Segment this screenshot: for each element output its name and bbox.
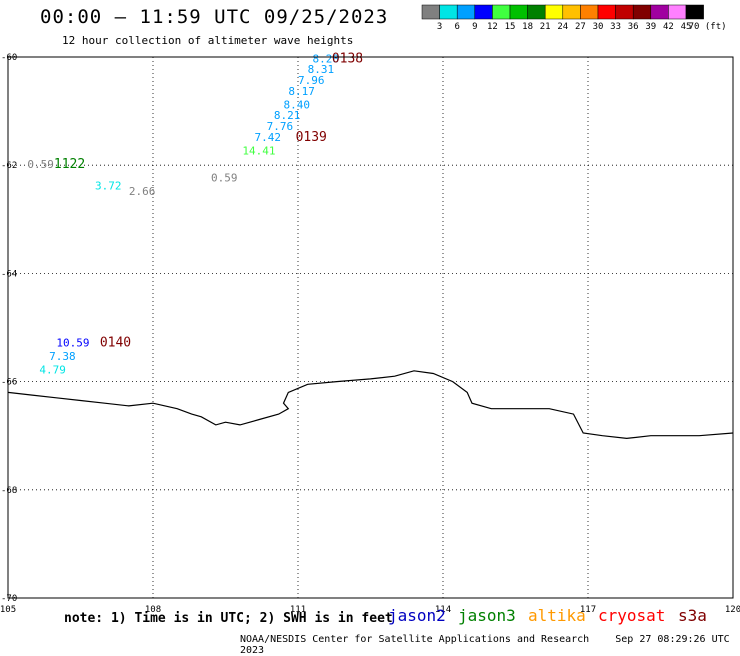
- legend-swatch: [439, 4, 458, 20]
- lon-tick-label: 114: [435, 605, 451, 615]
- legend-swatch: [456, 4, 476, 20]
- wave-height-value: 8.40: [284, 98, 311, 111]
- lon-tick-label: 120: [725, 605, 740, 615]
- legend-swatch: [597, 4, 616, 20]
- wave-height-value: 4.79: [39, 363, 66, 376]
- legend-swatch: [562, 4, 581, 20]
- legend-swatch: [685, 4, 704, 20]
- legend-label: 45: [681, 22, 692, 32]
- axis-tick-labels: 105 108 111 114 117 120 -60 -62 -64 -66 -68 -70: [0, 53, 740, 615]
- legend-swatch: [650, 4, 669, 20]
- legend-swatch: [580, 4, 599, 20]
- satellite-pass-times: 0138 0139 1122 0140: [54, 51, 363, 350]
- wave-height-value: 0.59: [27, 158, 54, 171]
- wave-height-value: 8.31: [308, 63, 335, 76]
- legend-label: 33: [610, 22, 621, 32]
- coastline: [7, 370, 734, 440]
- footer-note: note: 1) Time is in UTC; 2) SWH is in fe…: [64, 611, 393, 626]
- lat-tick-label: -60: [1, 53, 17, 63]
- wave-height-value: 0.59: [211, 171, 238, 184]
- legend-label: 15: [505, 22, 516, 32]
- wave-height-value: 7.96: [298, 74, 325, 87]
- pass-time-label: 0138: [332, 51, 363, 66]
- pass-time-label: 0139: [296, 130, 327, 145]
- footer-credit: NOAA/NESDIS Center for Satellite Applica…: [240, 634, 740, 656]
- legend-label: 70 (ft): [689, 22, 727, 32]
- legend-label: 42: [663, 22, 674, 32]
- legend-swatch: [544, 4, 564, 20]
- legend-swatch: [474, 4, 493, 20]
- legend-swatch: [632, 4, 652, 20]
- legend-label: 9: [472, 22, 477, 32]
- pass-time-label: 0140: [100, 335, 131, 350]
- lat-tick-label: -66: [1, 378, 17, 388]
- satellite-cryosat: cryosat: [598, 606, 666, 625]
- legend-swatch: [509, 4, 528, 20]
- wave-height-value: 2.66: [129, 185, 156, 198]
- lon-tick-label: 111: [290, 605, 306, 615]
- lat-tick-label: -62: [1, 161, 17, 171]
- credit-text: NOAA/NESDIS Center for Satellite Applica…: [240, 634, 590, 645]
- satellite-altika: altika: [528, 606, 586, 625]
- wave-height-value: 14.41: [242, 144, 275, 157]
- legend-label: 21: [540, 22, 551, 32]
- legend-label: 36: [628, 22, 639, 32]
- legend-label: 3: [437, 22, 442, 32]
- map-subtitle: 12 hour collection of altimeter wave hei…: [62, 34, 354, 47]
- pass-time-label: 1122: [54, 157, 85, 172]
- lat-tick-label: -64: [1, 269, 17, 279]
- wave-height-value: 8.21: [274, 109, 301, 122]
- legend-label: 39: [645, 22, 656, 32]
- wave-height-value: 8.17: [288, 85, 315, 98]
- map-title: 00:00 – 11:59 UTC 09/25/2023: [40, 6, 389, 28]
- satellite-jason3: jason3: [458, 606, 516, 625]
- legend-label: 30: [593, 22, 604, 32]
- lon-tick-label: 108: [145, 605, 161, 615]
- wave-height-value: 7.76: [267, 120, 294, 133]
- wave-height-value: 10.59: [56, 336, 89, 349]
- lon-tick-label: 105: [0, 605, 16, 615]
- legend-label: 27: [575, 22, 586, 32]
- map-frame: [7, 56, 734, 599]
- satellite-jason2: jason2: [388, 606, 446, 625]
- wave-height-value: 7.38: [49, 350, 75, 363]
- lon-tick-label: 117: [580, 605, 596, 615]
- legend-label: 24: [557, 22, 568, 32]
- wave-height-value: 7.42: [255, 131, 282, 144]
- legend-swatch: [527, 4, 546, 20]
- lat-lon-grid: [7, 56, 734, 599]
- satellite-s3a: s3a: [678, 606, 707, 625]
- legend-label: 6: [454, 22, 459, 32]
- lat-tick-label: -68: [1, 486, 17, 496]
- lat-tick-label: -70: [1, 594, 17, 604]
- legend-swatch: [492, 4, 511, 20]
- legend-swatch: [421, 4, 440, 20]
- legend-swatch: [615, 4, 634, 20]
- legend-label: 12: [487, 22, 498, 32]
- wave-height-value: 8.28: [313, 52, 340, 65]
- legend-label: 18: [522, 22, 533, 32]
- wave-height-value: 3.72: [95, 180, 122, 193]
- legend-swatch: [668, 4, 687, 20]
